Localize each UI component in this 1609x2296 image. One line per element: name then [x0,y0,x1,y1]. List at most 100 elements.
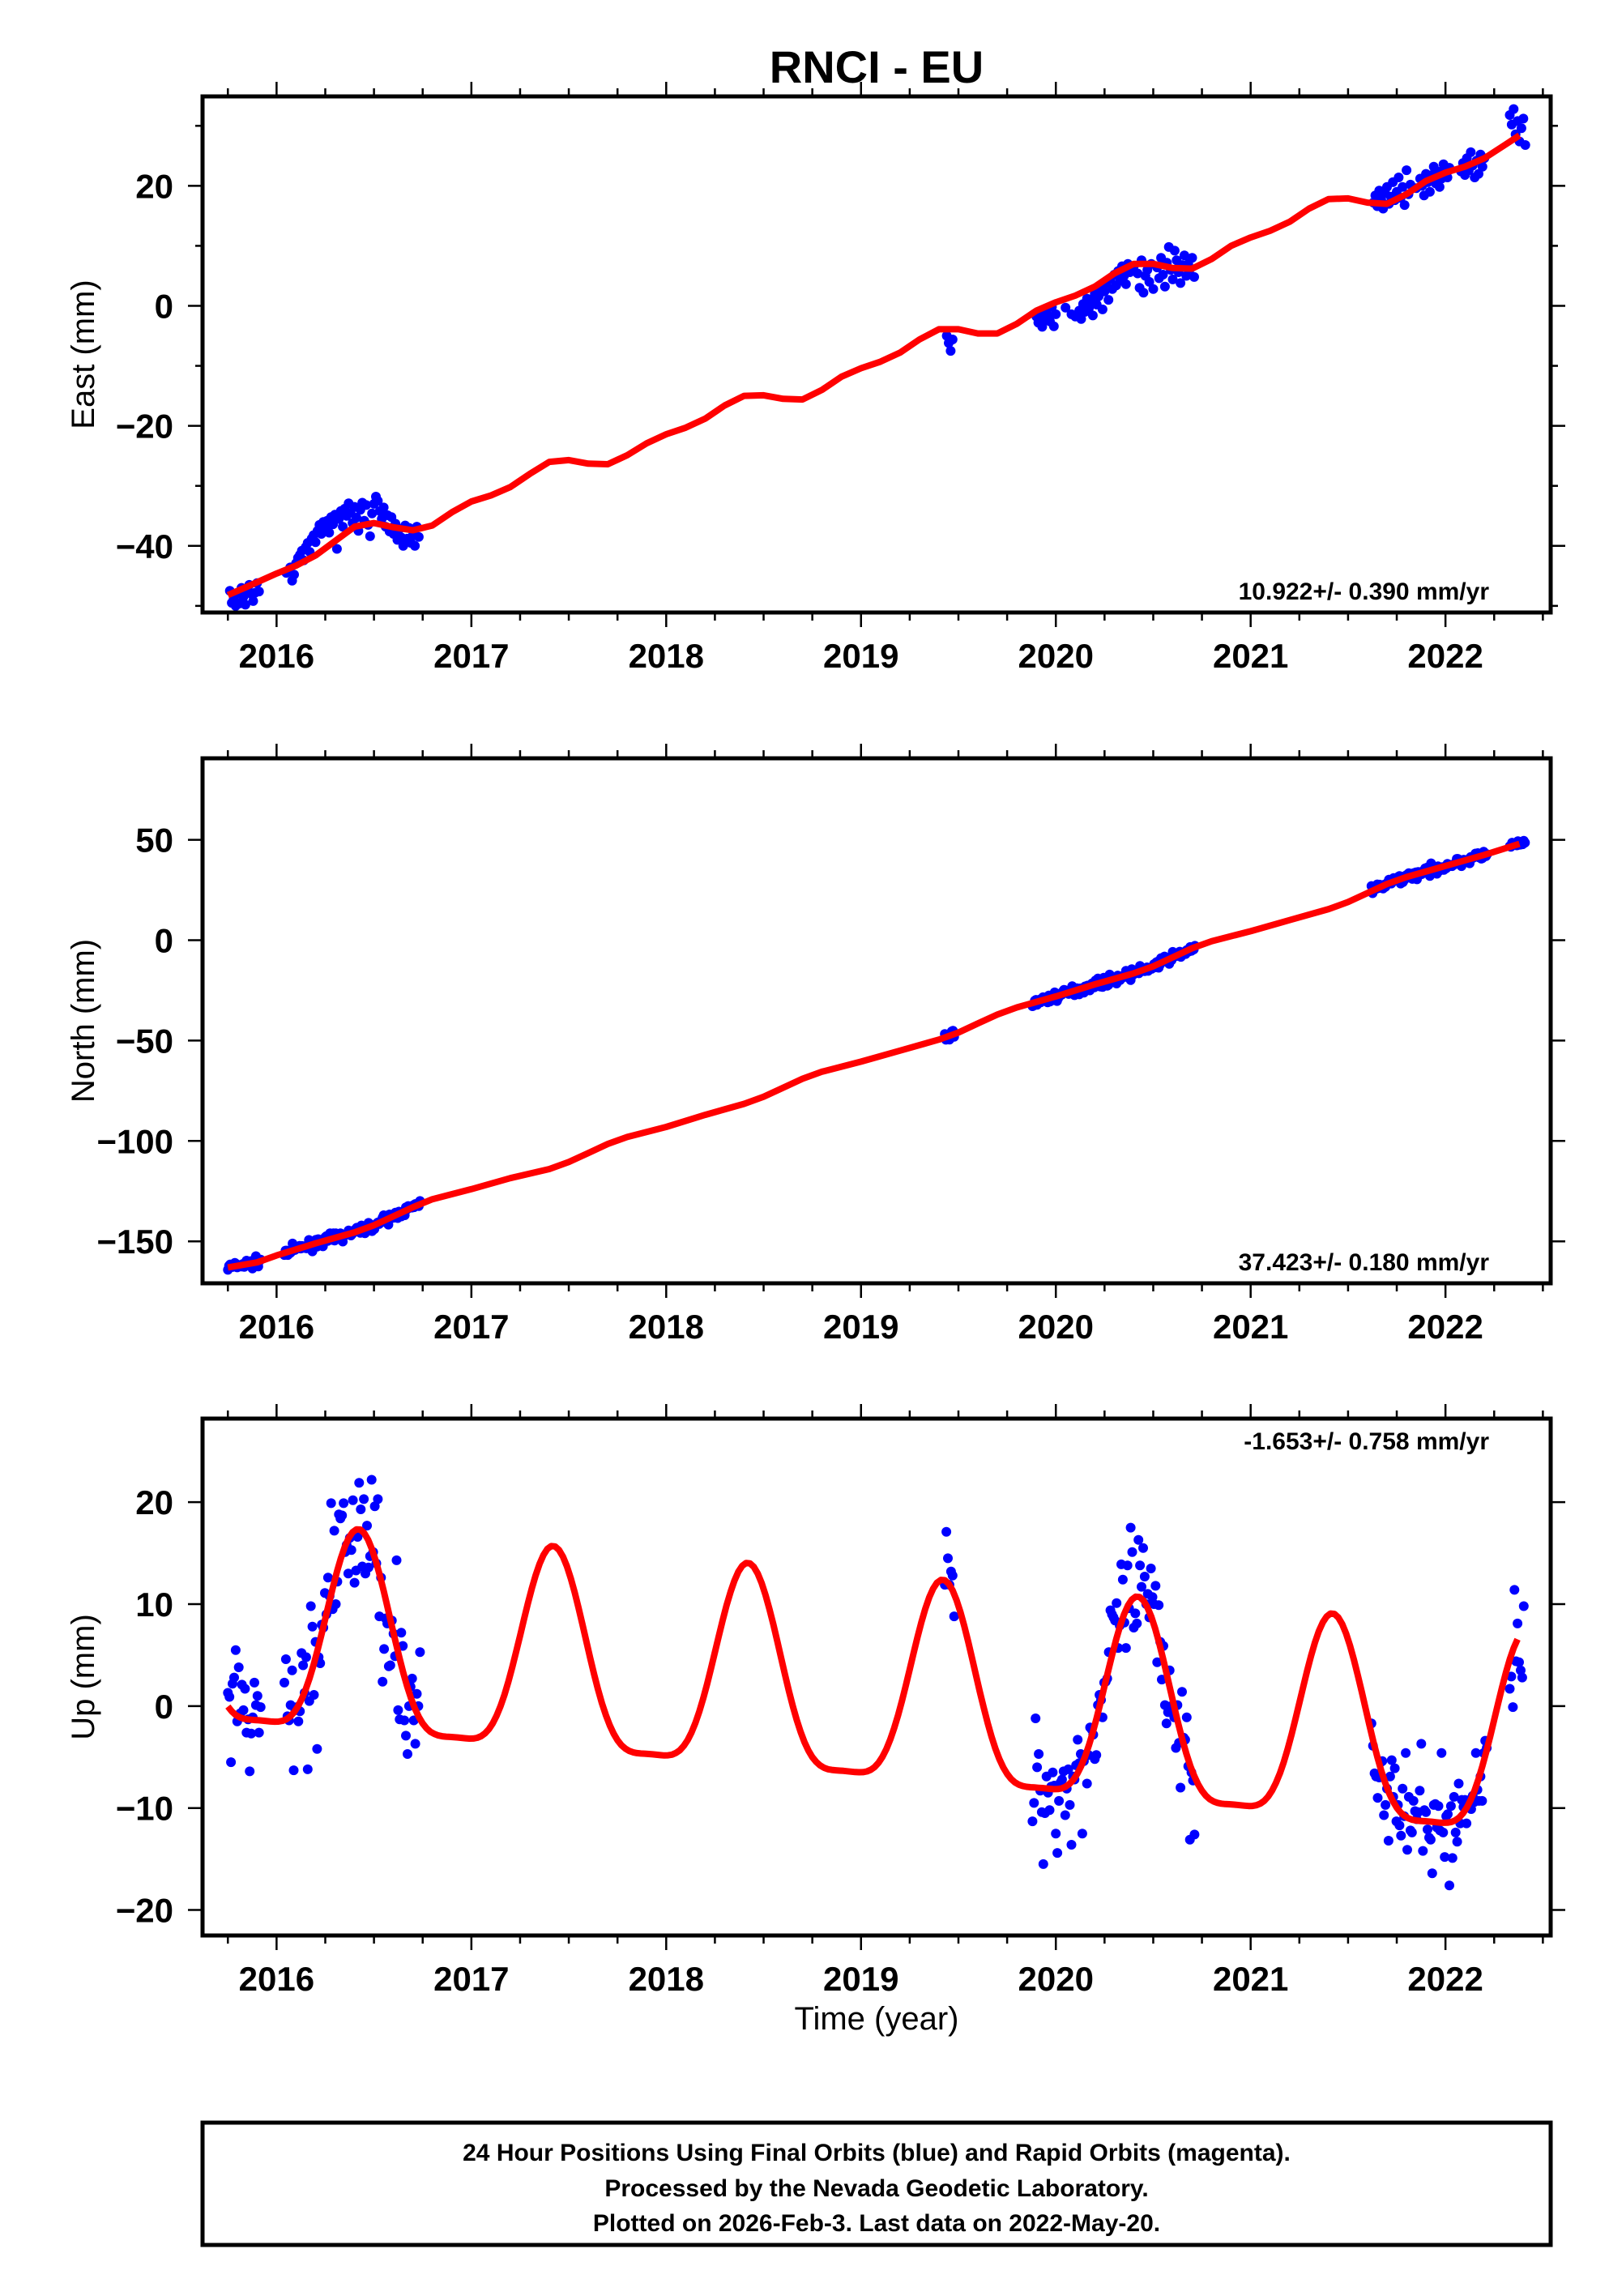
x-tick-label: 2021 [1213,1308,1288,1346]
observation-point [410,1739,420,1749]
y-tick-label: 50 [135,822,173,860]
observation-point [1097,304,1108,314]
north-frame [200,756,1553,1286]
observation-point [1077,1829,1087,1839]
x-tick-label: 2018 [629,1960,704,1998]
observation-point [1130,1608,1141,1619]
observation-point [254,587,264,597]
observation-point [1150,1581,1161,1591]
footer-line-3: Plotted on 2026-Feb-3. Last data on 2022… [593,2210,1160,2237]
observation-point [1133,268,1143,279]
observation-point [1514,1657,1524,1667]
observation-point [1436,1748,1447,1758]
x-tick-label: 2020 [1018,1308,1094,1346]
chart-title: RNCI - EU [770,41,984,92]
observation-point [1125,1522,1136,1533]
observation-point [1396,1830,1406,1841]
observation-point [398,540,408,551]
observation-point [338,522,348,532]
observation-point [1504,1684,1515,1694]
x-tick-label: 2018 [629,1308,704,1346]
observation-point [1189,1829,1200,1840]
observation-point [310,537,321,548]
observation-point [1509,1585,1520,1595]
observation-point [1402,165,1412,176]
observation-point [1438,1827,1449,1837]
observation-point [407,1673,417,1684]
observation-point [356,1504,366,1514]
observation-point [352,1532,363,1542]
observation-point [1073,1735,1083,1745]
observation-point [1379,1810,1389,1820]
observation-point [393,1705,403,1715]
observation-point [385,1660,395,1671]
observation-point [1474,169,1483,179]
observation-point [1148,284,1159,294]
observation-point [1146,1564,1156,1573]
observation-point [1518,1601,1529,1611]
observation-point [373,496,383,506]
up-rate-label: -1.653+/- 0.758 mm/yr [1244,1428,1489,1455]
observation-point [240,1684,250,1694]
x-axis-title: Time (year) [795,2001,959,2037]
observation-point [1117,1574,1128,1585]
observation-point [1470,1748,1481,1758]
observation-point [1177,1687,1187,1697]
x-tick-label: 2016 [239,1960,314,1998]
x-tick-label: 2019 [823,1960,898,1998]
observation-point [1137,1581,1146,1592]
x-tick-label: 2020 [1018,1960,1094,1998]
observation-point [367,508,378,519]
observation-point [280,1654,291,1664]
observation-point [1445,1801,1456,1812]
observation-point [1144,276,1154,287]
x-tick-label: 2017 [433,1308,509,1346]
observation-point [288,1765,299,1776]
observation-point [1477,161,1487,172]
observation-point [1034,1749,1044,1759]
observation-point [1076,314,1086,324]
observation-point [1127,1547,1137,1557]
observation-point [1154,1600,1164,1611]
observation-point [326,1498,336,1509]
observation-point [410,540,420,551]
panel-up: 2016 2017 2018 2019 2020 2021 2022 −20 −10 0 10 20 U… [66,1404,1565,1998]
observation-point [246,1728,257,1739]
observation-point [949,1611,959,1622]
observation-point [1399,200,1410,211]
observation-point [1056,1774,1067,1785]
observation-point [1520,140,1530,150]
observation-point [1401,1748,1411,1758]
observation-point [1520,838,1530,848]
observation-point [1418,1846,1428,1856]
observation-point [1449,1791,1459,1802]
up-observations [223,1474,1529,1891]
observation-point [1167,274,1178,284]
observation-point [1189,271,1199,282]
observation-point [224,1692,235,1702]
observation-point [1099,286,1110,297]
observation-point [1159,281,1170,292]
x-tick-label: 2021 [1213,637,1288,675]
east-fit-line [226,132,1522,599]
observation-point [301,1652,311,1662]
observation-point [238,1705,249,1715]
observation-point [1179,250,1189,261]
observation-point [365,531,375,541]
observation-point [379,1644,390,1654]
observation-point [412,1688,422,1699]
observation-point [1082,1778,1092,1789]
observation-point [373,1494,383,1504]
y-tick-label: 0 [155,1688,173,1726]
observation-point [352,513,361,523]
observation-point [287,1665,297,1675]
east-frame [200,94,1553,615]
observation-point [1466,147,1476,157]
y-tick-label: −40 [116,527,173,565]
observation-point [1423,1824,1432,1835]
north-fit-line [227,840,1521,1271]
observation-point [1394,1820,1405,1831]
x-tick-label: 2017 [433,637,509,675]
observation-point [1161,1718,1172,1729]
